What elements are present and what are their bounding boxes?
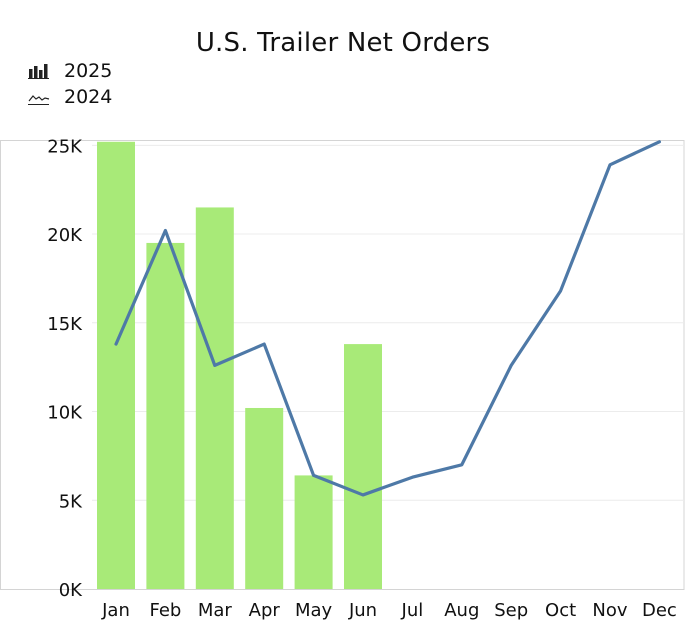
legend-item-2025[interactable]: 2025 [28,58,112,84]
x-tick-label: Feb [149,600,181,621]
legend-label-2025: 2025 [64,60,113,82]
x-tick-label: Aug [444,600,479,621]
legend: 2025 2024 [28,58,112,110]
x-tick-label: Dec [642,600,677,621]
y-tick-label: 15K [47,314,83,335]
series-line-2024[interactable] [114,140,662,497]
x-tick-label: Nov [592,600,627,621]
bar-may[interactable] [294,475,333,589]
line-chart-icon [28,95,50,105]
y-tick-label: 5K [59,491,83,512]
y-tick-label: 20K [47,225,83,246]
bar-feb[interactable] [146,242,185,589]
plot-frame [0,140,685,590]
x-tick-label: Oct [545,600,576,621]
bar-apr[interactable] [245,407,284,589]
bar-jan[interactable] [97,141,135,589]
bar-chart-icon [28,64,49,79]
y-tick-label: 25K [47,136,83,157]
x-tick-label: May [295,600,333,621]
legend-label-2024: 2024 [64,86,113,108]
x-tick-label: Apr [249,600,281,621]
x-tick-label: Sep [494,600,528,621]
chart-title: U.S. Trailer Net Orders [195,28,491,58]
x-tick-label: Jan [101,600,130,621]
bar-mar[interactable] [195,207,234,590]
bar-jun[interactable] [344,344,382,589]
x-tick-label: Jun [348,600,377,621]
legend-item-2024[interactable]: 2024 [28,84,112,110]
x-tick-label: Mar [198,600,233,621]
y-tick-label: 0K [59,580,83,601]
y-tick-label: 10K [47,403,83,424]
x-tick-label: Jul [401,600,424,621]
